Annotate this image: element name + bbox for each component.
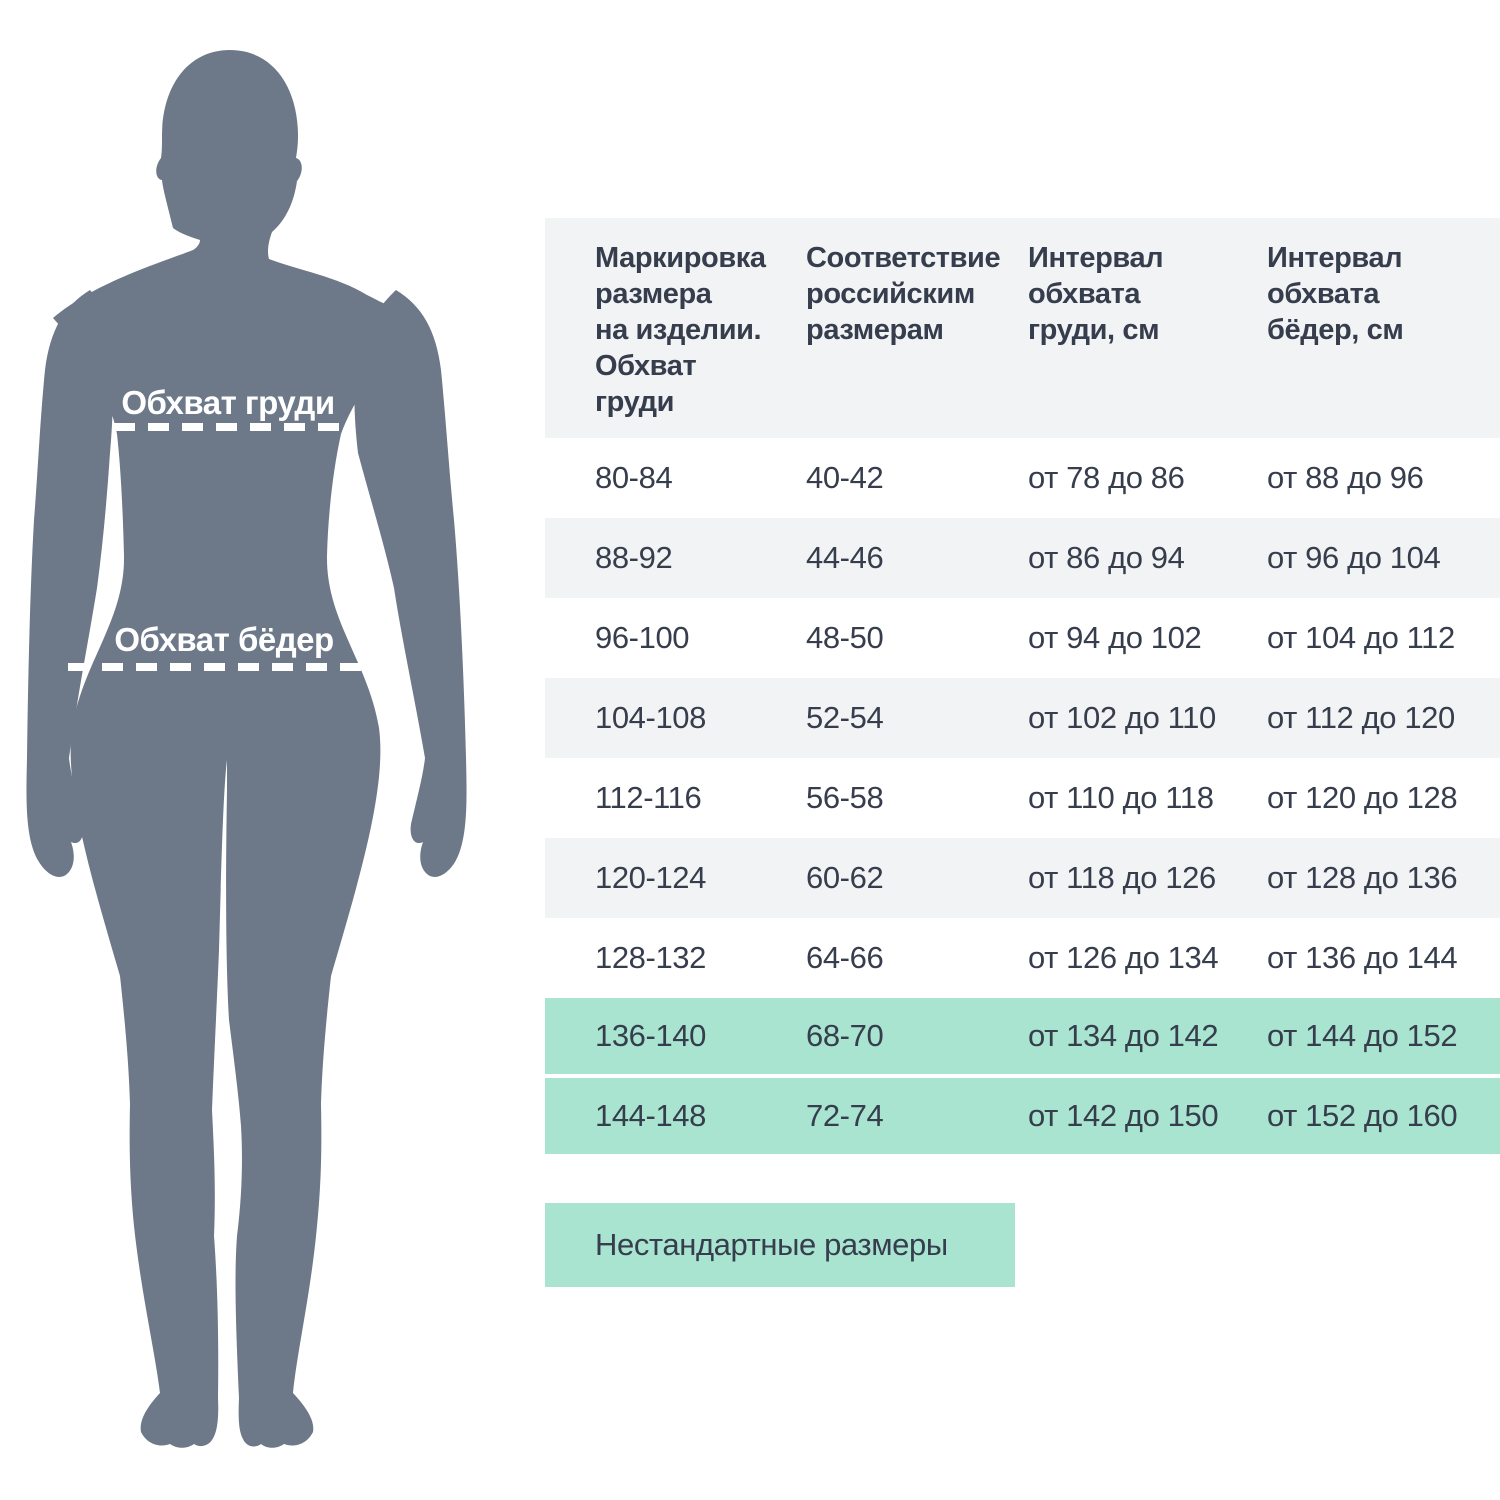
size-marking-cell: 128-132 (595, 940, 706, 975)
table-row: 128-132 64-66 от 126 до 134 от 136 до 14… (545, 918, 1500, 998)
hips-interval-cell: от 104 до 112 (1267, 620, 1455, 655)
chest-interval-cell: от 126 до 134 (1028, 940, 1219, 975)
size-marking-cell: 88-92 (595, 540, 673, 575)
female-body-silhouette (53, 50, 406, 1448)
table-row: 104-108 52-54 от 102 до 110 от 112 до 12… (545, 678, 1500, 758)
russian-size-cell: 72-74 (806, 1098, 884, 1133)
russian-size-cell: 60-62 (806, 860, 884, 895)
russian-size-cell: 56-58 (806, 780, 884, 815)
size-table: Маркировка размера на изделии. Обхват гр… (545, 218, 1500, 1154)
legend-nonstandard-sizes: Нестандартные размеры (545, 1203, 1015, 1287)
hips-interval-cell: от 152 до 160 (1267, 1098, 1458, 1133)
chest-interval-cell: от 110 до 118 (1028, 780, 1214, 815)
female-figure-svg: Обхват груди Обхват бёдер (26, 50, 467, 1448)
table-row: 112-116 56-58 от 110 до 118 от 120 до 12… (545, 758, 1500, 838)
hips-interval-cell: от 136 до 144 (1267, 940, 1458, 975)
hips-measure-label: Обхват бёдер (114, 621, 333, 658)
hips-interval-cell: от 112 до 120 (1267, 700, 1455, 735)
hips-interval-cell: от 144 до 152 (1267, 1018, 1458, 1053)
size-marking-cell: 112-116 (595, 780, 702, 815)
russian-size-cell: 64-66 (806, 940, 884, 975)
legend-label: Нестандартные размеры (595, 1227, 948, 1262)
chest-interval-cell: от 134 до 142 (1028, 1018, 1219, 1053)
female-figure: Обхват груди Обхват бёдер (0, 0, 500, 1500)
chest-interval-cell: от 118 до 126 (1028, 860, 1216, 895)
size-marking-cell: 144-148 (595, 1098, 706, 1133)
chest-interval-cell: от 142 до 150 (1028, 1098, 1219, 1133)
table-row: 120-124 60-62 от 118 до 126 от 128 до 13… (545, 838, 1500, 918)
size-marking-cell: 80-84 (595, 460, 673, 495)
table-row-nonstandard: 144-148 72-74 от 142 до 150 от 152 до 16… (545, 1078, 1500, 1154)
header-russian-size: Соответствие российским размерам (806, 242, 1001, 346)
header-hips-interval: Интервал обхвата бёдер, см (1267, 242, 1404, 346)
size-marking-cell: 104-108 (595, 700, 706, 735)
chest-interval-cell: от 86 до 94 (1028, 540, 1185, 575)
left-arm-silhouette (26, 290, 113, 877)
header-size-marking: Маркировка размера на изделии. Обхват гр… (595, 242, 766, 418)
russian-size-cell: 40-42 (806, 460, 884, 495)
chest-interval-cell: от 94 до 102 (1028, 620, 1202, 655)
russian-size-cell: 68-70 (806, 1018, 884, 1053)
hips-interval-cell: от 128 до 136 (1267, 860, 1458, 895)
size-marking-cell: 96-100 (595, 620, 690, 655)
russian-size-cell: 48-50 (806, 620, 884, 655)
table-row: 88-92 44-46 от 86 до 94 от 96 до 104 (545, 518, 1500, 598)
table-row: 96-100 48-50 от 94 до 102 от 104 до 112 (545, 598, 1500, 678)
table-header: Маркировка размера на изделии. Обхват гр… (545, 218, 1500, 438)
hips-interval-cell: от 120 до 128 (1267, 780, 1458, 815)
russian-size-cell: 52-54 (806, 700, 884, 735)
hips-interval-cell: от 88 до 96 (1267, 460, 1424, 495)
hips-interval-cell: от 96 до 104 (1267, 540, 1441, 575)
right-arm-silhouette (354, 290, 467, 877)
table-row-nonstandard: 136-140 68-70 от 134 до 142 от 144 до 15… (545, 998, 1500, 1074)
size-marking-cell: 120-124 (595, 860, 706, 895)
header-chest-interval: Интервал обхвата груди, см (1028, 242, 1164, 346)
chest-measure-label: Обхват груди (121, 384, 334, 421)
russian-size-cell: 44-46 (806, 540, 884, 575)
size-marking-cell: 136-140 (595, 1018, 706, 1053)
chest-interval-cell: от 102 до 110 (1028, 700, 1216, 735)
chest-interval-cell: от 78 до 86 (1028, 460, 1185, 495)
table-row: 80-84 40-42 от 78 до 86 от 88 до 96 (545, 438, 1500, 518)
